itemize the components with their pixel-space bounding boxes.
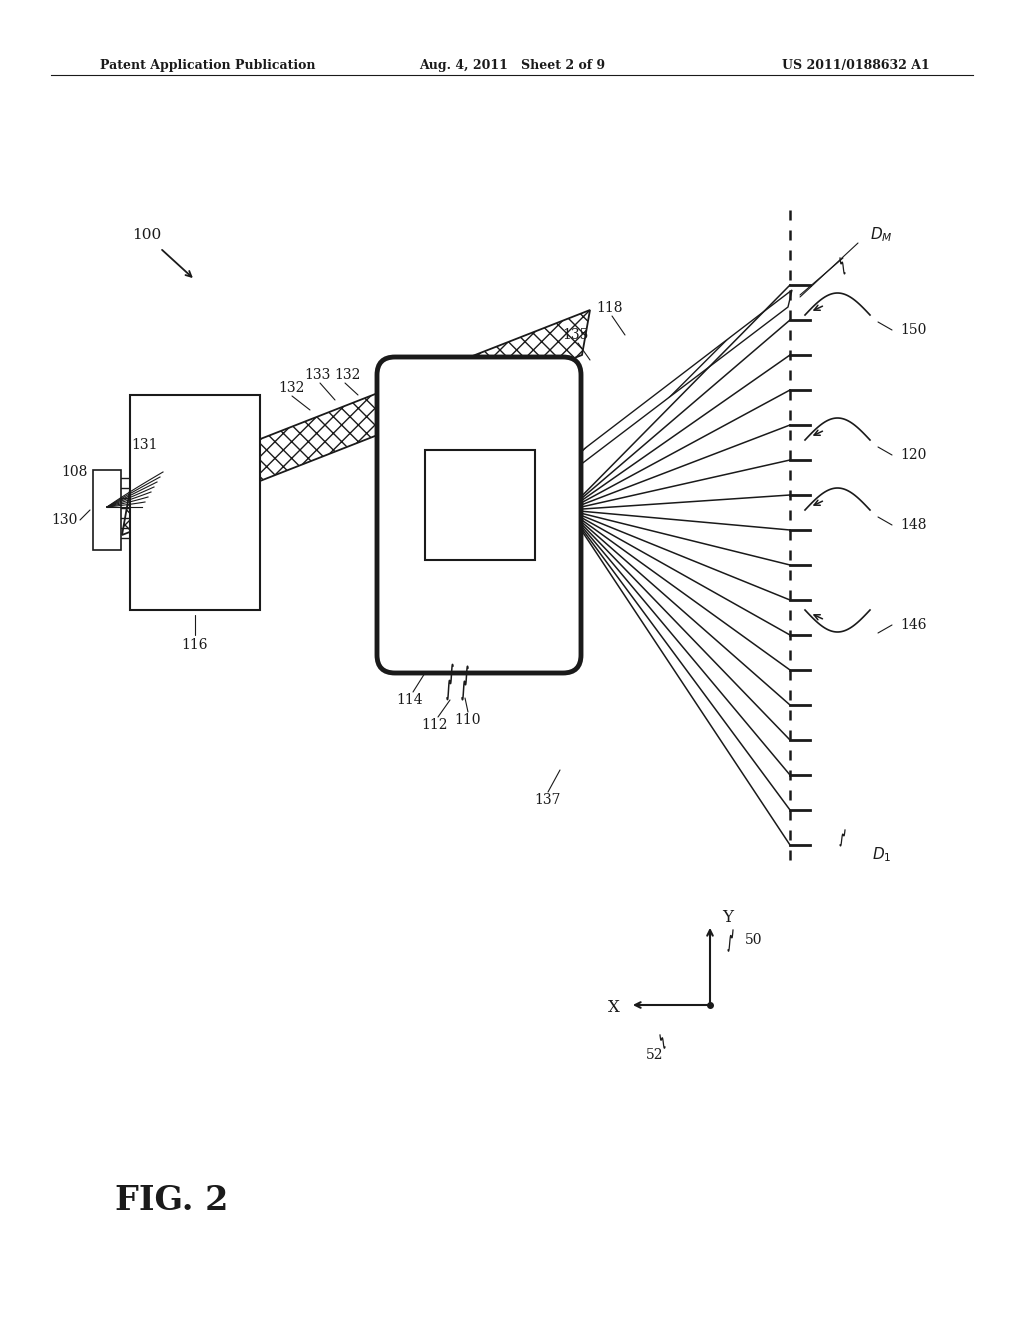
Text: 120: 120 xyxy=(900,447,927,462)
Text: 108: 108 xyxy=(61,465,88,479)
Text: 146: 146 xyxy=(900,618,927,632)
Text: 52: 52 xyxy=(646,1048,664,1063)
Bar xyxy=(130,395,260,610)
Text: 110: 110 xyxy=(455,713,481,727)
Text: 116: 116 xyxy=(181,638,208,652)
Text: Patent Application Publication: Patent Application Publication xyxy=(100,58,315,71)
Text: Aug. 4, 2011   Sheet 2 of 9: Aug. 4, 2011 Sheet 2 of 9 xyxy=(419,58,605,71)
Bar xyxy=(93,470,121,550)
Text: X: X xyxy=(608,998,620,1015)
Text: 150: 150 xyxy=(900,323,927,337)
Text: 130: 130 xyxy=(51,513,78,527)
Text: 148: 148 xyxy=(900,517,927,532)
Text: US 2011/0188632 A1: US 2011/0188632 A1 xyxy=(782,58,930,71)
Text: 132: 132 xyxy=(279,381,305,395)
Text: $D_M$: $D_M$ xyxy=(870,226,893,244)
Text: 118: 118 xyxy=(597,301,624,315)
Text: 133: 133 xyxy=(304,368,330,381)
Text: 100: 100 xyxy=(132,228,162,242)
Text: Y: Y xyxy=(722,908,733,925)
Text: 50: 50 xyxy=(745,933,763,946)
Text: 132: 132 xyxy=(335,368,361,381)
FancyBboxPatch shape xyxy=(377,356,581,673)
Bar xyxy=(425,450,535,560)
Text: 112: 112 xyxy=(422,718,449,733)
Text: $D_1$: $D_1$ xyxy=(872,846,892,865)
Text: FIG. 2: FIG. 2 xyxy=(115,1184,228,1217)
Text: 131: 131 xyxy=(132,438,159,451)
Text: 137: 137 xyxy=(535,793,561,807)
Text: 135: 135 xyxy=(562,327,588,342)
Text: 114: 114 xyxy=(396,693,423,708)
